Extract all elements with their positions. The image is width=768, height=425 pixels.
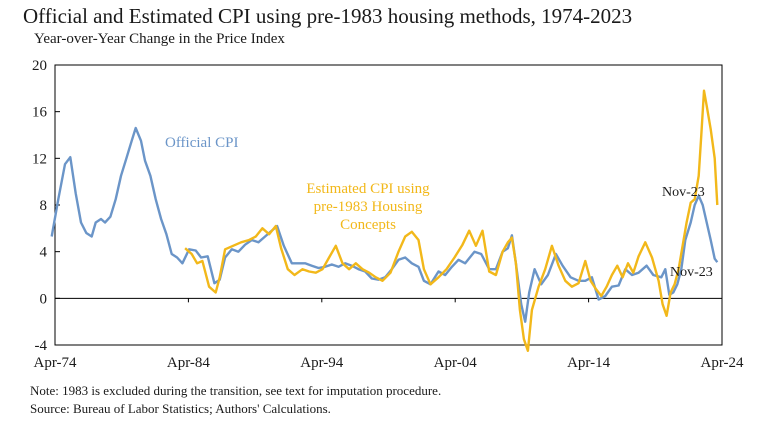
y-tick-label: 0 [40,291,48,307]
nov23-estimated-label: Nov-23 [662,185,705,200]
y-tick-label: 8 [40,198,48,214]
x-tick-label: Apr-74 [33,355,77,371]
x-tick-label: Apr-24 [700,355,744,371]
x-tick-label: Apr-94 [300,355,344,371]
x-tick-label: Apr-04 [434,355,478,371]
estimated-cpi-label-line2: pre-1983 Housing [314,199,423,215]
estimated-cpi-label-line3: Concepts [340,217,396,233]
y-tick-label: 4 [40,245,48,261]
estimated-cpi-line [184,89,719,352]
x-tick-label: Apr-14 [567,355,611,371]
nov23-official-label: Nov-23 [670,265,713,280]
y-tick-label: 12 [32,151,47,167]
chart-title: Official and Estimated CPI using pre-198… [23,4,633,28]
chart-note: Note: 1983 is excluded during the transi… [30,383,442,398]
y-tick-label: -4 [35,338,48,354]
chart-subtitle: Year-over-Year Change in the Price Index [34,31,285,47]
y-tick-label: 16 [32,105,48,121]
estimated-cpi-label-line1: Estimated CPI using [306,181,430,197]
chart-source: Source: Bureau of Labor Statistics; Auth… [30,401,331,416]
y-tick-label: 20 [32,58,47,74]
x-tick-label: Apr-84 [167,355,211,371]
official-cpi-label: Official CPI [165,135,238,151]
